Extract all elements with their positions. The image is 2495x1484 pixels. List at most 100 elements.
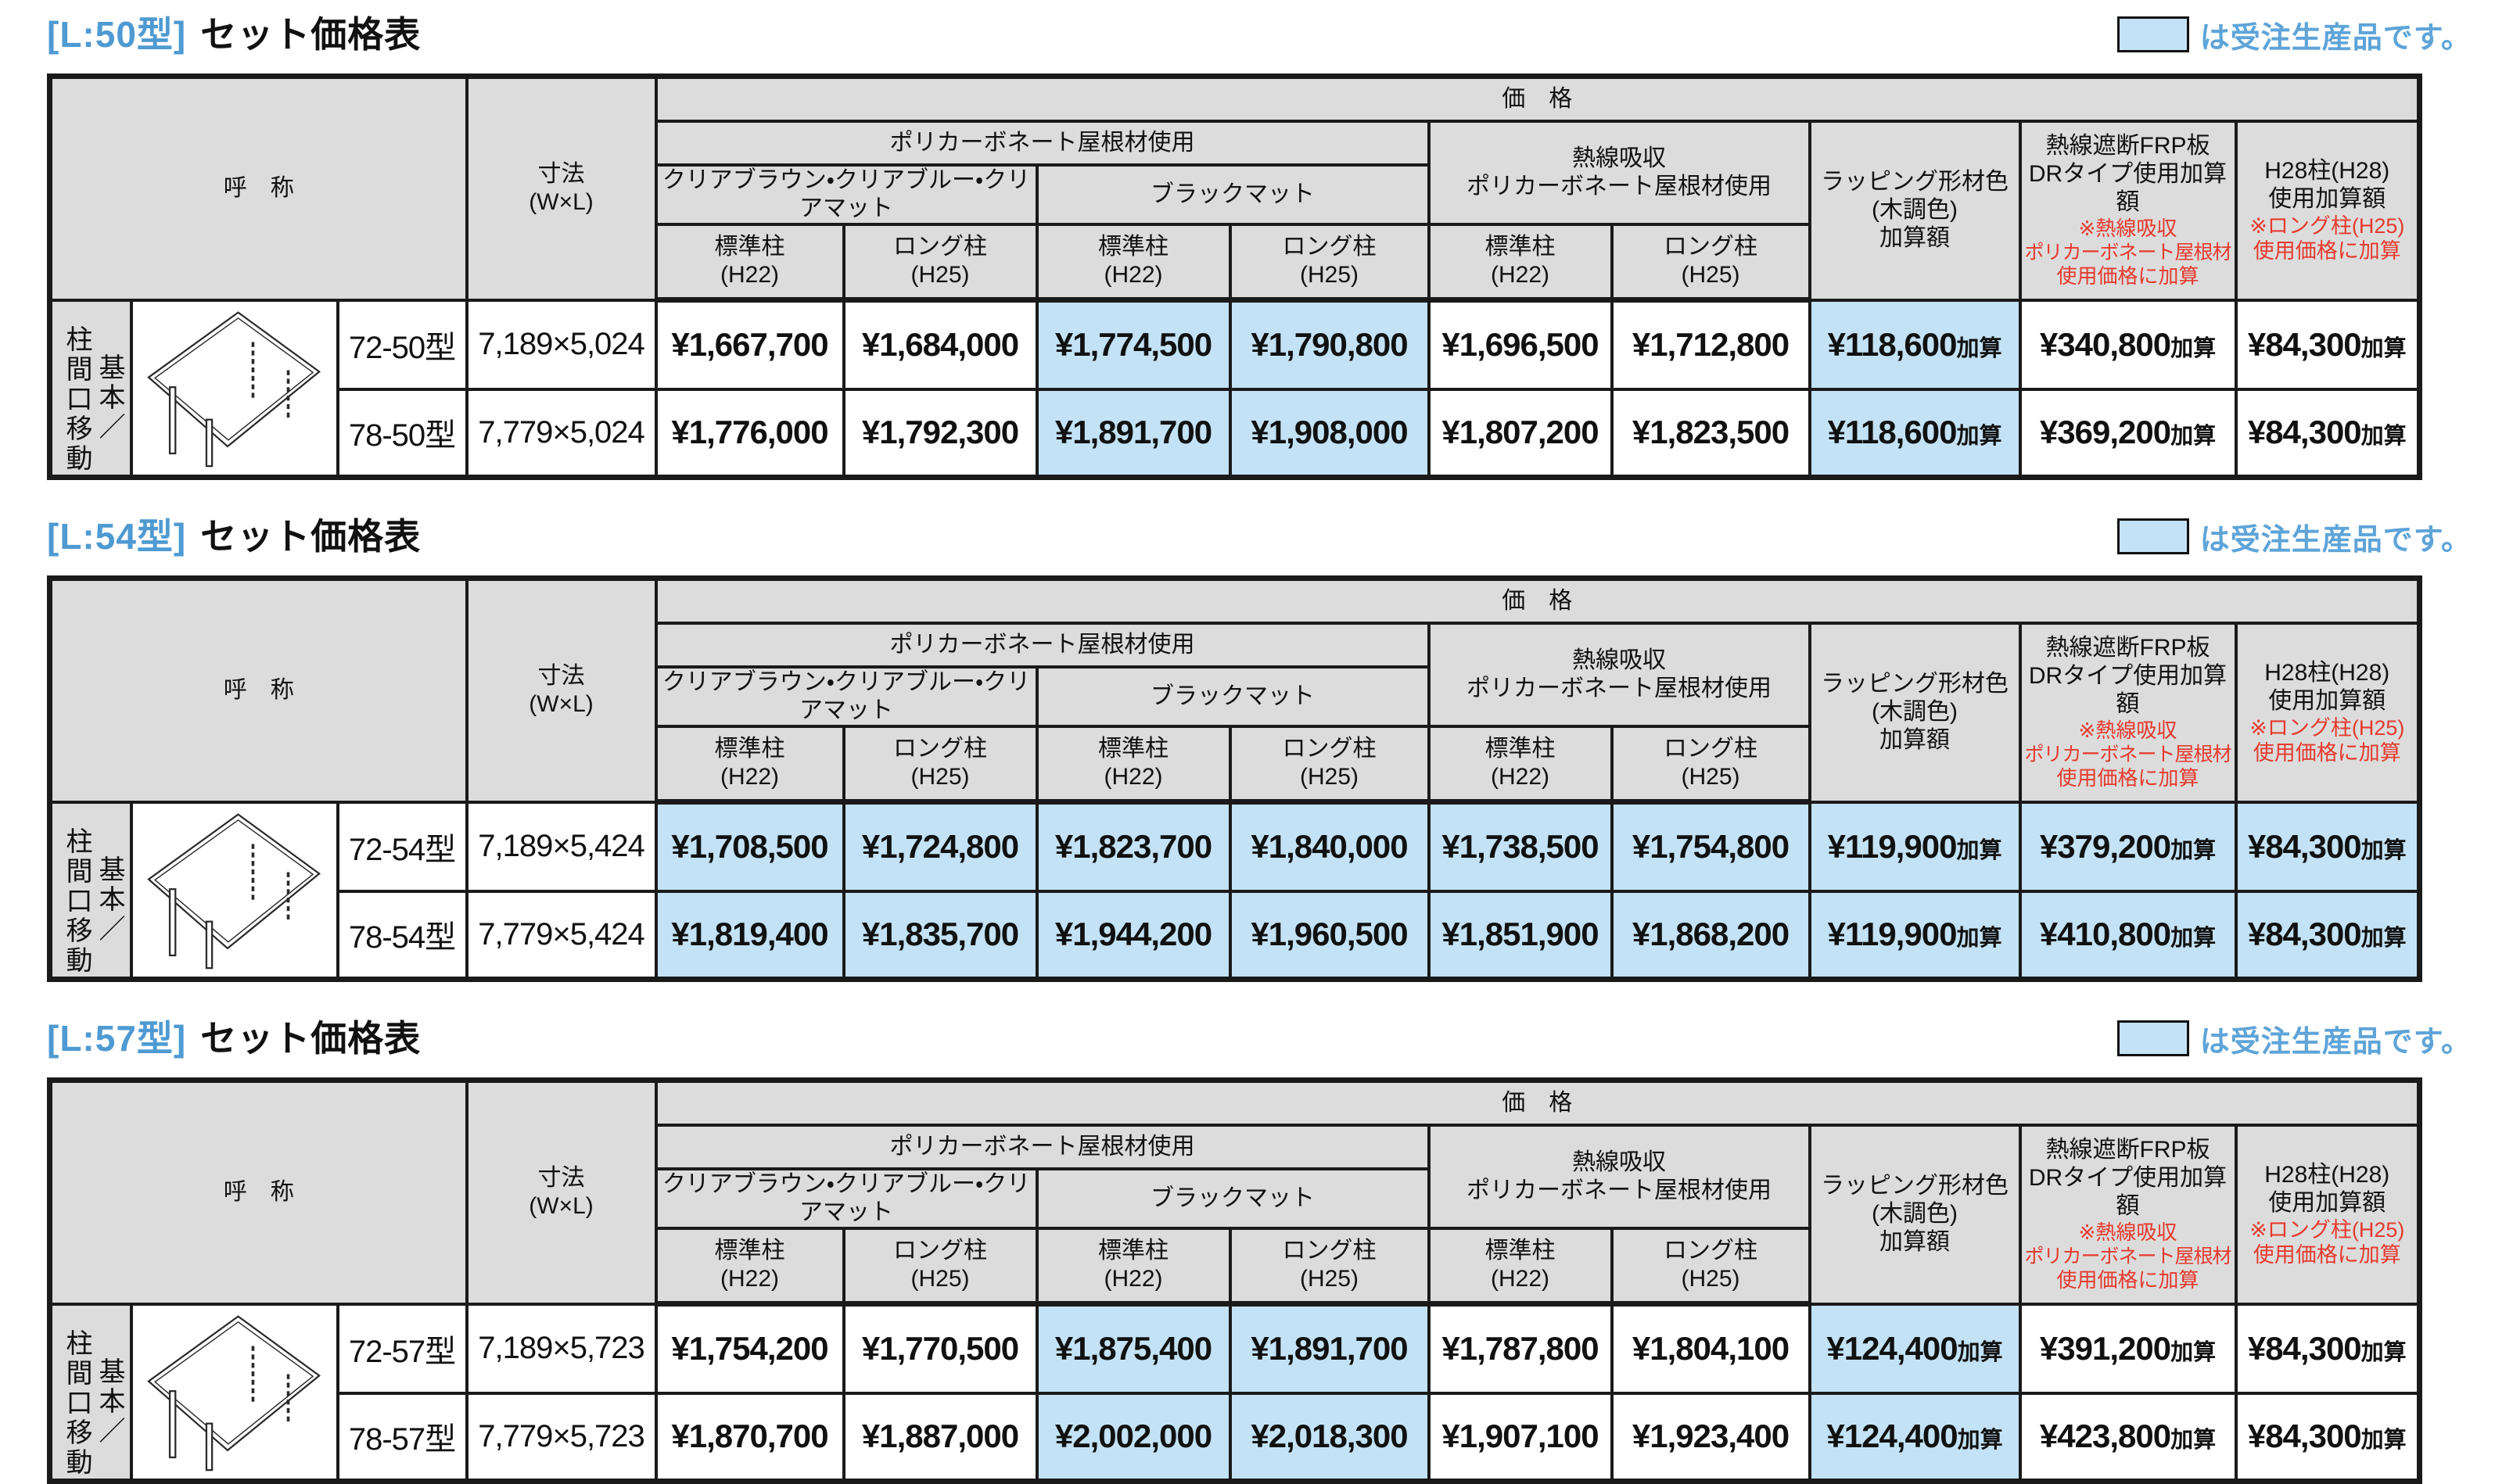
- section-head: [L:54型] セット価格表 は受注生産品です。: [47, 514, 2472, 558]
- surcharge-suffix: 加算: [1956, 837, 2002, 863]
- frp-note-line2: ポリカーボネート屋根材: [2024, 242, 2232, 263]
- post-label: ロング柱: [1664, 1238, 1758, 1264]
- price-value: ¥1,738,500: [1441, 828, 1599, 866]
- col-header-long-post: ロング柱 (H25): [842, 724, 1039, 805]
- price-value: ¥1,870,700: [671, 1418, 828, 1455]
- col-header-heat-absorbing: 熱線吸収 ポリカーボネート屋根材使用: [1427, 1123, 1811, 1230]
- col-header-standard-post: 標準柱 (H22): [654, 724, 845, 805]
- col-header-dimensions: 寸法 (W×L): [465, 74, 658, 302]
- col-header-long-post: ロング柱 (H25): [842, 222, 1039, 303]
- price-value: ¥118,600: [1827, 325, 1958, 363]
- price-value: ¥410,800: [2039, 916, 2171, 953]
- row-group-label: 柱間口移動 基本／: [48, 1302, 133, 1483]
- h28-note-line1: ※ロング柱(H25): [2249, 213, 2405, 238]
- heat-header-line2: ポリカーボネート屋根材使用: [1466, 173, 1772, 199]
- post-height: (H22): [1491, 764, 1550, 790]
- col-header-clear-colors: クリアブラウン・クリアブルー・クリアマット: [654, 665, 1039, 728]
- price-cell: ¥1,908,000: [1228, 387, 1431, 479]
- price-value: ¥1,804,100: [1632, 1330, 1790, 1368]
- post-height: (H25): [1681, 262, 1740, 289]
- price-value: ¥2,002,000: [1054, 1418, 1212, 1455]
- price-cell: ¥1,792,300: [842, 387, 1039, 479]
- post-height: (H22): [1104, 1266, 1163, 1292]
- surcharge-suffix: 加算: [1956, 335, 2002, 361]
- price-cell: ¥1,708,500: [654, 800, 845, 893]
- price-table: 呼 称 寸法 (W×L) 価 格 ポリカーボネート屋根材使用 熱線吸収 ポリカー…: [47, 73, 2423, 480]
- price-cell: ¥118,600加算: [1808, 387, 2022, 479]
- dimension-cell: 7,779×5,424: [465, 889, 658, 981]
- col-header-long-post: ロング柱 (H25): [1610, 724, 1811, 805]
- dim-header-line1: 寸法: [537, 1165, 585, 1192]
- price-value: ¥1,960,500: [1251, 916, 1408, 953]
- price-cell: ¥369,200加算: [2018, 387, 2238, 479]
- carport-isometric-drawing: [146, 813, 321, 970]
- order-made-color-swatch: [2116, 16, 2189, 52]
- row-group-label-secondary: 基本／: [95, 1357, 124, 1446]
- carport-isometric-drawing: [146, 311, 321, 468]
- post-label: ロング柱: [893, 736, 988, 762]
- model-name-cell: 72-57型: [336, 1302, 468, 1395]
- model-size-tag: [L:54型]: [47, 515, 187, 557]
- surcharge-suffix: 加算: [1956, 424, 2002, 450]
- post-label: ロング柱: [893, 234, 988, 260]
- surcharge-suffix: 加算: [1957, 1339, 2003, 1365]
- price-value: ¥1,708,500: [671, 828, 828, 866]
- price-value: ¥1,887,000: [861, 1418, 1019, 1455]
- price-value: ¥1,792,300: [861, 414, 1019, 451]
- col-header-name: 呼 称: [48, 74, 468, 302]
- wrap-header-line1: ラッピング形材色: [1821, 671, 2009, 697]
- surcharge-suffix: 加算: [1957, 1428, 2003, 1454]
- price-cell: ¥118,600加算: [1808, 298, 2022, 391]
- price-value: ¥119,900: [1827, 916, 1958, 953]
- h28-note-line2: 使用価格に加算: [2253, 741, 2401, 765]
- price-cell: ¥84,300加算: [2234, 298, 2421, 391]
- price-value: ¥391,200: [2039, 1329, 2171, 1367]
- price-cell: ¥2,002,000: [1035, 1391, 1232, 1483]
- surcharge-suffix: 加算: [2360, 1428, 2407, 1454]
- surcharge-suffix: 加算: [2360, 837, 2407, 863]
- surcharge-suffix: 加算: [2360, 424, 2407, 450]
- price-cell: ¥1,960,500: [1228, 889, 1431, 981]
- price-value: ¥1,776,000: [671, 414, 828, 451]
- col-header-long-post: ロング柱 (H25): [1610, 222, 1811, 303]
- price-value: ¥118,600: [1827, 414, 1958, 451]
- col-header-standard-post: 標準柱 (H22): [1427, 222, 1614, 303]
- heat-header-line2: ポリカーボネート屋根材使用: [1466, 1177, 1772, 1203]
- col-header-name: 呼 称: [48, 1078, 468, 1306]
- surcharge-suffix: 加算: [2170, 1339, 2217, 1365]
- price-value: ¥1,891,700: [1054, 414, 1212, 451]
- col-header-standard-post: 標準柱 (H22): [654, 1226, 845, 1307]
- col-header-long-post: ロング柱 (H25): [842, 1226, 1039, 1307]
- legend-label: は受注生産品です。: [2199, 523, 2472, 557]
- frp-header-line2: DRタイプ使用加算額: [2028, 662, 2228, 717]
- price-cell: ¥1,774,500: [1035, 298, 1232, 391]
- dimension-cell: 7,189×5,024: [465, 298, 658, 391]
- heat-header-line1: 熱線吸収: [1572, 145, 1667, 171]
- row-group-label-secondary: 基本／: [95, 353, 124, 443]
- row-group-label: 柱間口移動 基本／: [48, 298, 133, 479]
- col-header-clear-colors: クリアブラウン・クリアブルー・クリアマット: [654, 163, 1039, 226]
- col-header-price: 価 格: [654, 576, 2421, 625]
- col-header-heat-absorbing: 熱線吸収 ポリカーボネート屋根材使用: [1427, 119, 1811, 226]
- h28-note-line2: 使用価格に加算: [2253, 1243, 2401, 1267]
- post-height: (H25): [910, 262, 970, 289]
- price-cell: ¥1,891,700: [1228, 1302, 1431, 1395]
- h28-header-line2: 使用加算額: [2268, 687, 2386, 714]
- price-cell: ¥1,868,200: [1610, 889, 1811, 981]
- price-value: ¥1,868,200: [1632, 916, 1790, 953]
- model-name-cell: 72-54型: [336, 800, 468, 893]
- price-value: ¥1,696,500: [1441, 326, 1599, 364]
- price-value: ¥369,200: [2039, 414, 2171, 451]
- heat-header-line2: ポリカーボネート屋根材使用: [1466, 675, 1772, 701]
- price-cell: ¥1,891,700: [1035, 387, 1232, 479]
- row-group-label-primary: 柱間口移動: [62, 1328, 92, 1478]
- surcharge-suffix: 加算: [1956, 926, 2002, 952]
- surcharge-suffix: 加算: [2360, 1339, 2407, 1365]
- col-header-long-post: ロング柱 (H25): [1610, 1226, 1811, 1307]
- surcharge-suffix: 加算: [2360, 926, 2407, 952]
- col-header-clear-colors: クリアブラウン・クリアブルー・クリアマット: [654, 1167, 1039, 1230]
- model-size-tag: [L:50型]: [47, 13, 187, 55]
- wrap-header-line3: 加算額: [1879, 1229, 1951, 1255]
- price-table: 呼 称 寸法 (W×L) 価 格 ポリカーボネート屋根材使用 熱線吸収 ポリカー…: [47, 575, 2423, 982]
- order-made-legend: は受注生産品です。: [2116, 13, 2472, 56]
